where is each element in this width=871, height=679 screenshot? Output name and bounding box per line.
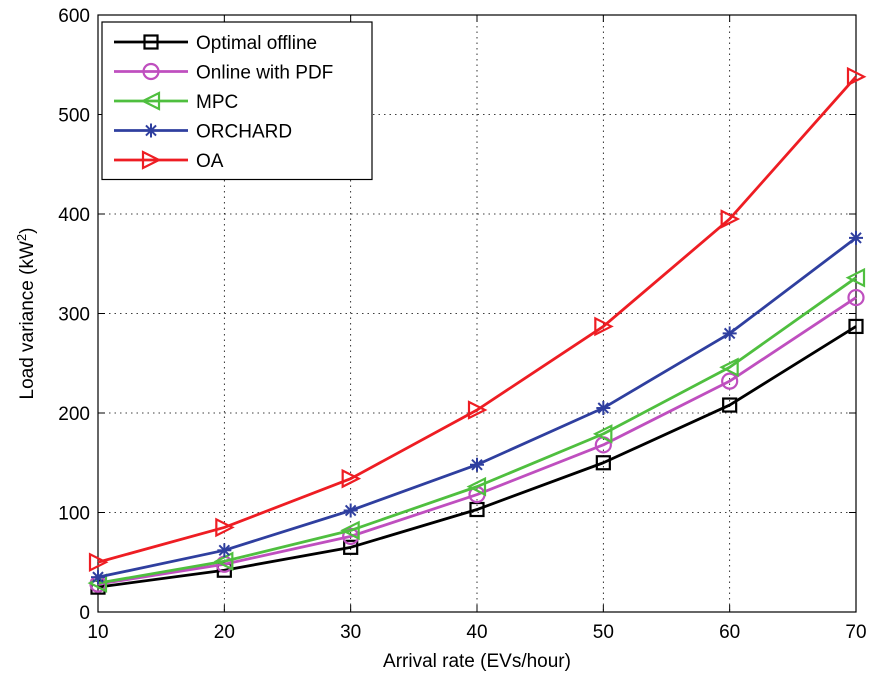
series-line [97,325,857,589]
y-tick-label: 400 [58,205,90,226]
legend-marker [144,123,158,138]
data-point-marker [467,400,488,420]
series-group [87,66,867,595]
y-tick-label: 600 [58,6,90,27]
legend-label: Online with PDF [196,63,333,84]
data-point-marker [343,539,359,555]
legend-label: ORCHARD [196,122,292,143]
data-point-marker [596,401,611,416]
series-line [97,75,858,564]
legend-marker [141,150,162,170]
y-tick-label: 300 [58,305,90,326]
legend-item: ORCHARD [114,122,292,143]
legend-label: MPC [196,92,238,113]
legend-marker [142,62,160,81]
data-point-marker [849,230,863,245]
data-point-marker [594,316,614,337]
data-point-marker [722,397,738,413]
legend: Optimal offline Online with PDF MPC ORCHARD… [101,21,373,181]
x-tick-label: 20 [214,622,235,643]
data-point-marker [719,357,739,378]
data-point-marker [722,326,737,341]
data-point-marker [340,520,360,541]
data-point-marker [341,468,362,489]
x-tick-label: 10 [87,622,108,643]
x-axis-label: Arrival rate (EVs/hour) [383,651,571,672]
data-point-marker [217,543,232,558]
legend-item: Online with PDF [114,63,333,84]
data-point-marker [720,209,741,229]
data-point-marker [846,66,867,87]
legend-item: Optimal offline [114,33,317,54]
legend-item: OA [114,150,224,172]
y-tick-label: 0 [79,603,90,624]
y-axis-label-superscript: 2 [14,234,29,241]
x-tick-label: 60 [719,622,740,643]
y-axis-label-main: Load variance (kW [17,241,38,399]
series-oa [88,66,867,573]
legend-item: MPC [114,91,238,113]
y-axis-label-close: ) [17,228,38,234]
legend-marker [143,34,159,50]
x-tick-label: 70 [845,622,866,643]
series-mpc [87,267,866,593]
data-point-marker [721,372,739,390]
data-point-marker [470,457,484,472]
legend-label: Optimal offline [196,33,317,54]
legend-label: OA [196,151,224,172]
series-orchard [91,230,863,585]
data-point-marker [848,318,864,335]
axis-ticks: 10 20 30 40 50 60 70 0 100 200 300 400 500 600 [58,6,866,643]
data-point-marker [215,517,235,538]
y-tick-label: 500 [58,106,90,127]
data-point-marker [88,552,109,573]
x-tick-label: 40 [466,622,487,643]
y-tick-label: 200 [58,404,90,425]
series-line [97,236,857,579]
y-tick-label: 100 [58,504,90,525]
data-point-marker [595,455,611,471]
x-tick-label: 30 [340,622,361,643]
data-point-marker [91,570,105,585]
legend-marker [140,91,161,111]
data-point-marker [847,288,865,307]
data-point-marker [466,476,487,497]
series-line [97,276,857,585]
x-tick-label: 50 [593,622,614,643]
data-point-marker [845,267,866,288]
y-axis-label: Load variance (kW2) [14,228,38,400]
data-point-marker [592,424,613,444]
data-point-marker [343,503,358,518]
